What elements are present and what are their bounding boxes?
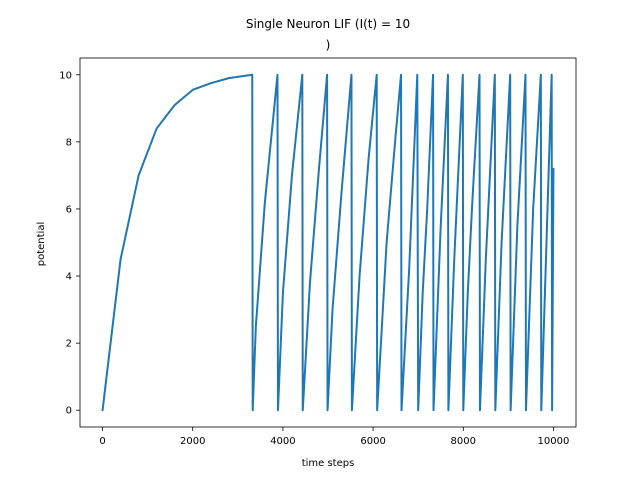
y-tick-label: 2 — [66, 339, 72, 350]
y-axis-title: potential — [36, 222, 47, 266]
series-layer — [101, 73, 555, 412]
y-tick-label: 6 — [66, 204, 72, 215]
ticks-layer: 0 2000 4000 6000 8000 10000 0 2 4 6 8 10 — [59, 70, 569, 447]
y-tick-label: 0 — [66, 406, 72, 417]
x-tick-label: 2000 — [180, 436, 205, 447]
y-tick-label: 10 — [59, 70, 72, 81]
x-tick-label: 8000 — [451, 436, 476, 447]
x-tick-label: 0 — [99, 436, 105, 447]
plot-frame — [79, 57, 577, 428]
chart-title-line-1: Single Neuron LIF (I(t) = 10 — [246, 17, 410, 31]
y-tick-label: 4 — [66, 272, 72, 283]
x-tick-label: 4000 — [270, 436, 295, 447]
x-axis-title: time steps — [302, 458, 355, 469]
potential-series-line — [101, 73, 555, 412]
x-tick-label: 10000 — [538, 436, 570, 447]
chart-title-line-2: ) — [326, 38, 331, 52]
x-tick-label: 6000 — [360, 436, 385, 447]
y-tick-label: 8 — [66, 137, 72, 148]
